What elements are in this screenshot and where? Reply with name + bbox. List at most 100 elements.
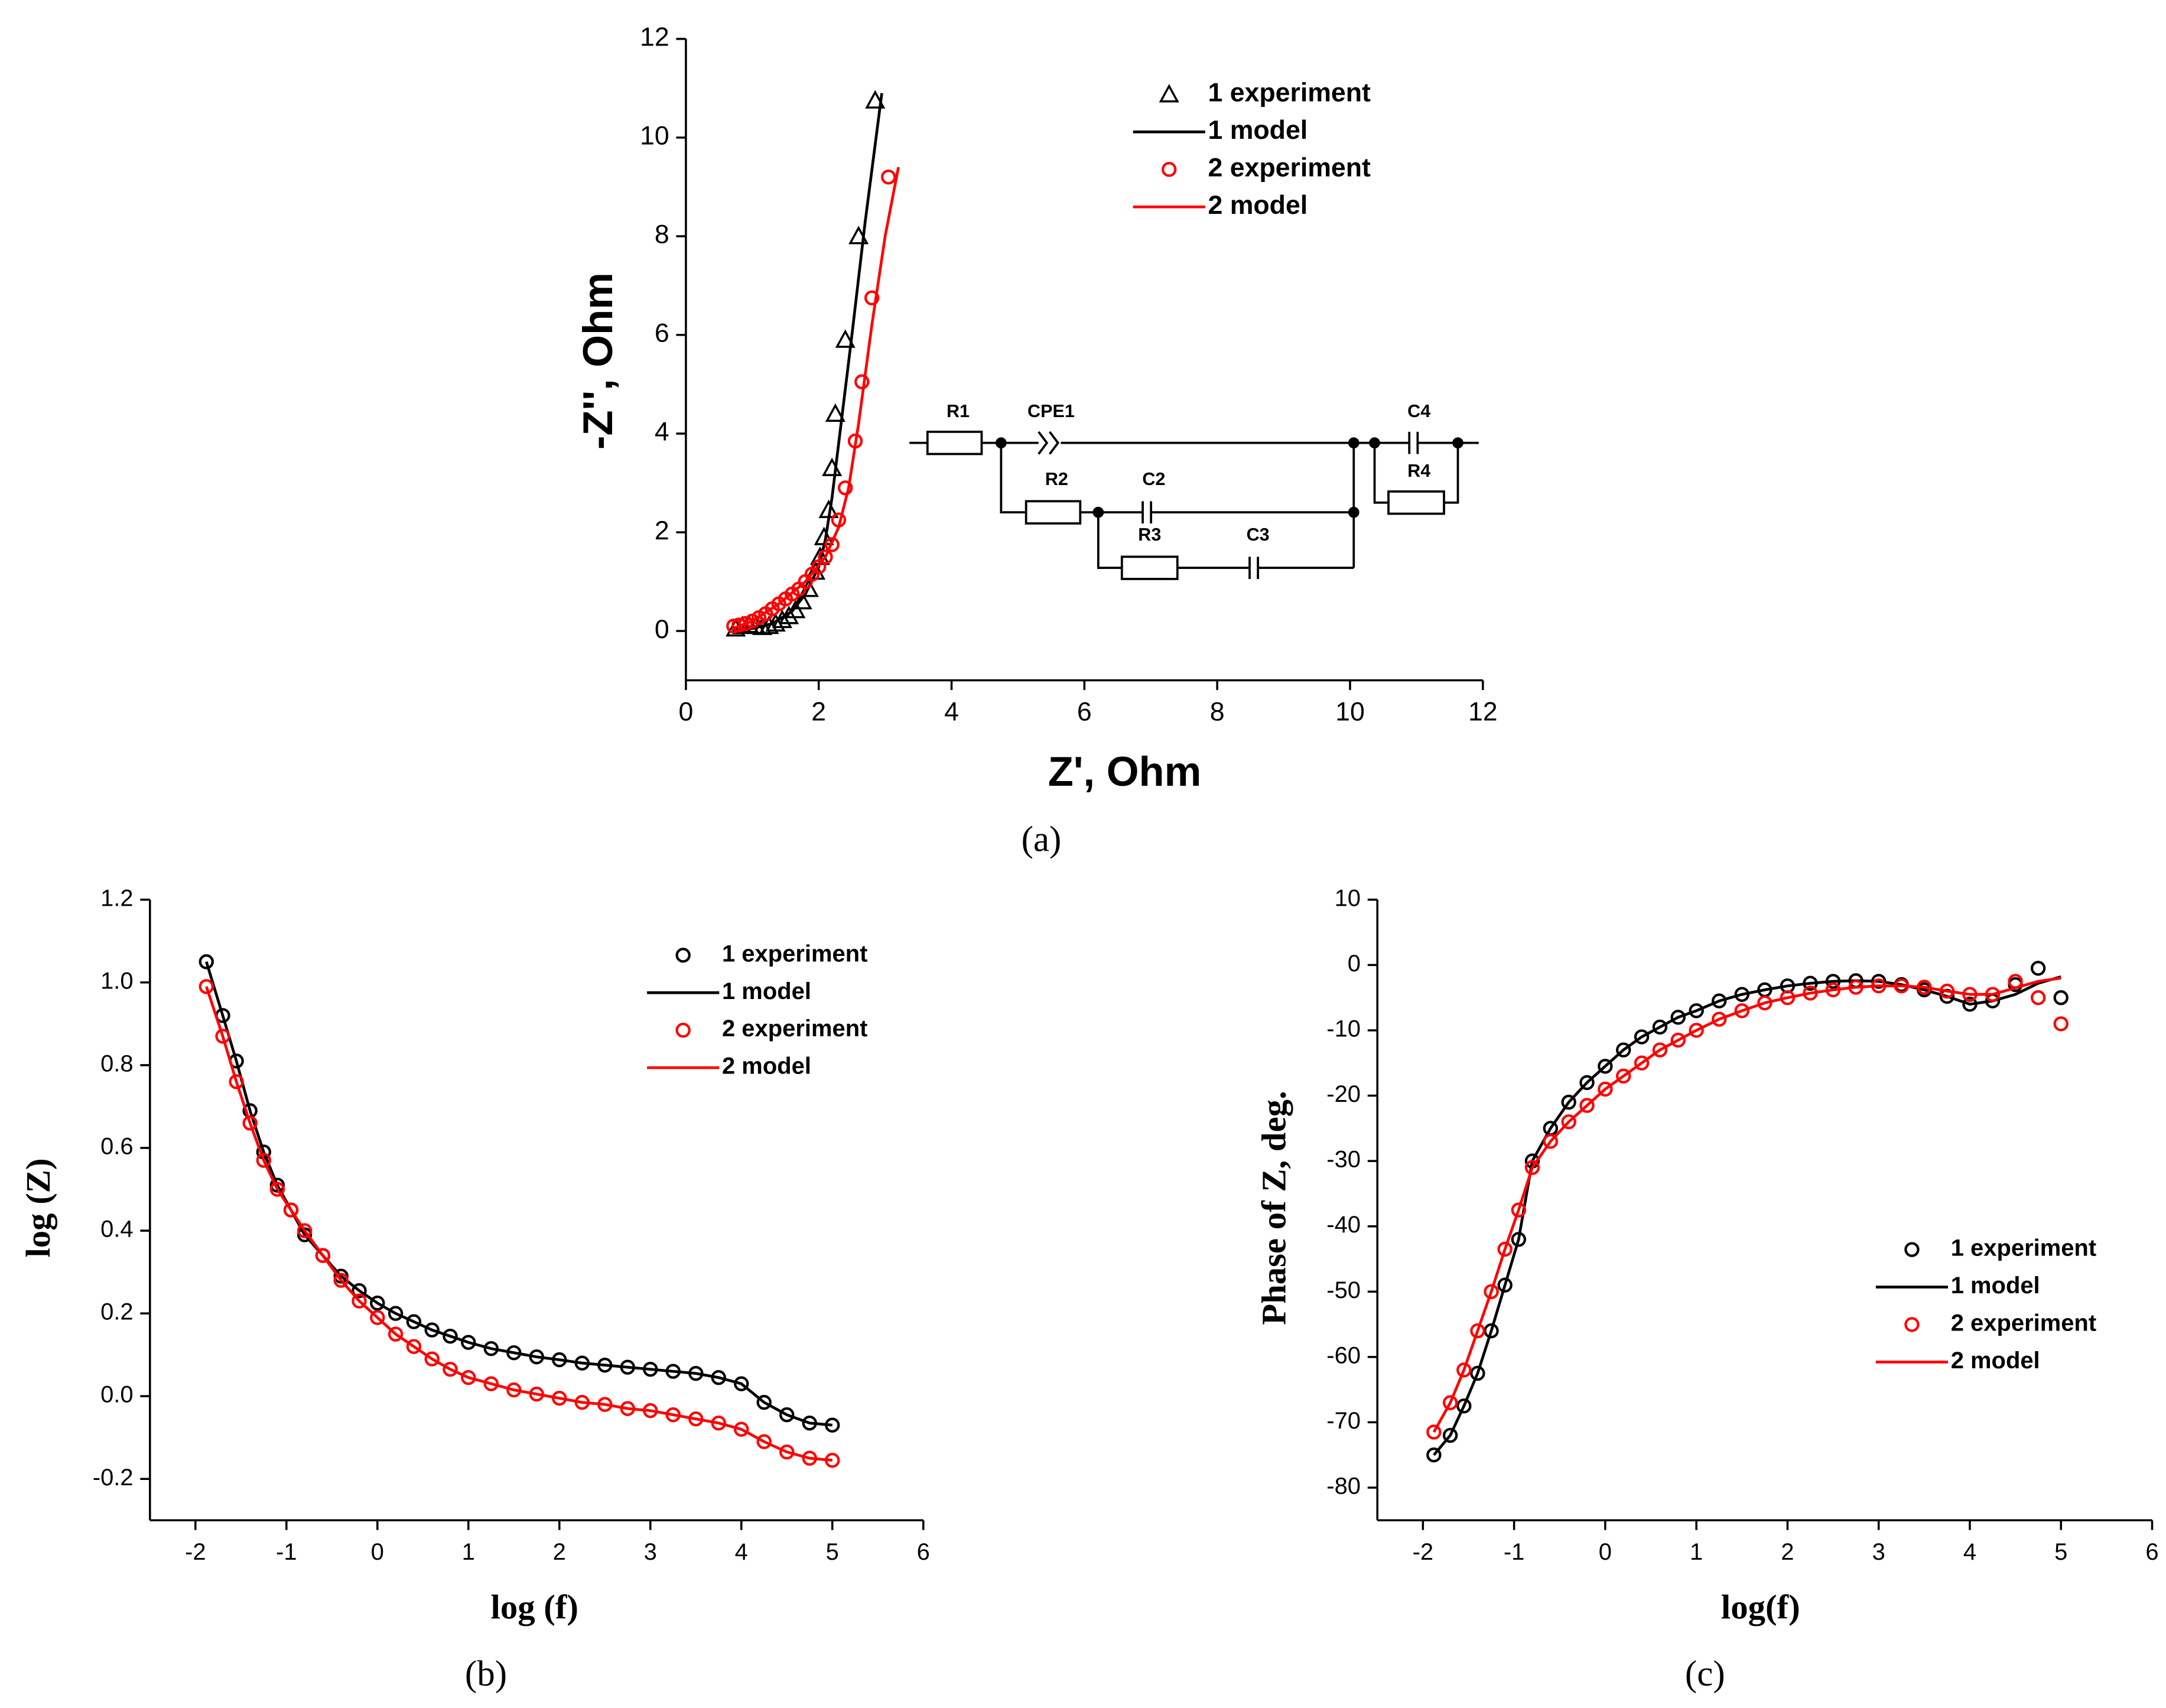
x-tick-label: -2 xyxy=(185,1539,206,1565)
chart: 0 2 4 6 8 10 12 0 2 4 6 8 10 12 Z', Ohm -Z'', Ohm (a) 1 e… xyxy=(574,23,1497,860)
y-tick-label: 0.8 xyxy=(100,1050,134,1076)
circle-marker xyxy=(1470,1365,1485,1381)
circle-marker xyxy=(388,1306,404,1321)
circle-marker xyxy=(242,1115,258,1131)
circle-marker xyxy=(443,1361,458,1377)
circuit-label: R1 xyxy=(947,401,970,421)
circle-marker xyxy=(1579,1075,1595,1091)
x-tick-label: -1 xyxy=(1504,1539,1525,1565)
circle-marker xyxy=(2053,990,2069,1006)
y-tick-label: -0.2 xyxy=(93,1465,134,1491)
legend-label: 1 experiment xyxy=(722,941,867,967)
model-line xyxy=(1432,977,2061,1433)
x-tick-label: -1 xyxy=(276,1539,297,1565)
circle-marker xyxy=(483,1376,499,1391)
circle-marker xyxy=(461,1335,476,1350)
circuit-label: C4 xyxy=(1407,401,1430,421)
circle-marker xyxy=(1497,1241,1513,1257)
legend-label: 1 experiment xyxy=(1208,79,1371,108)
circle-marker xyxy=(1734,1003,1749,1019)
y-tick-label: -60 xyxy=(1326,1342,1361,1368)
circuit-label: CPE1 xyxy=(1027,401,1075,421)
legend-label: 1 model xyxy=(722,978,811,1004)
circle-marker xyxy=(881,169,896,185)
circle-marker xyxy=(199,954,214,970)
circle-marker xyxy=(675,1023,691,1038)
chart: -2 -1 0 1 2 3 4 5 6-80-70-60-50-40-30-20-10010lo… xyxy=(1254,885,2158,1693)
y-tick-label: -30 xyxy=(1326,1147,1361,1173)
resistor xyxy=(926,430,983,456)
circle-marker xyxy=(2030,990,2046,1006)
y-tick-label: -10 xyxy=(1326,1016,1361,1042)
circuit-diagram: R1 CPE1 R2 C2 R3 C3 C4 R4 xyxy=(909,401,1479,580)
y-tick-label: -50 xyxy=(1326,1277,1361,1303)
circuit-label: R3 xyxy=(1138,525,1161,545)
x-tick-label: 0 xyxy=(371,1539,384,1565)
wire xyxy=(1097,512,1354,570)
circle-marker xyxy=(1689,1003,1704,1019)
circle-marker xyxy=(1470,1323,1485,1339)
y-axis-label: Phase of Z, deg. xyxy=(1254,1091,1293,1325)
circle-marker xyxy=(1426,1424,1442,1440)
y-axis-label: -Z'', Ohm xyxy=(574,272,621,450)
chart: -2 -1 0 1 2 3 4 5 6 -0.2 0.0 0.2 0.4 0.6 0.8 1.0 1.2 log … xyxy=(19,885,930,1693)
circle-marker xyxy=(406,1314,422,1329)
x-tick-label: 4 xyxy=(944,698,959,727)
wire xyxy=(1000,443,1355,568)
x-axis-label: Z', Ohm xyxy=(1048,748,1202,795)
circle-marker xyxy=(756,1434,772,1449)
node xyxy=(1452,437,1463,449)
node xyxy=(1369,437,1380,449)
x-tick-label: 5 xyxy=(2054,1539,2067,1565)
legend-label: 2 experiment xyxy=(1951,1310,2096,1336)
circle-marker xyxy=(283,1202,299,1218)
y-tick-label: 4 xyxy=(655,418,669,447)
circle-marker xyxy=(1689,1023,1704,1038)
x-tick-label: 2 xyxy=(553,1539,566,1565)
capacitor xyxy=(1248,557,1259,579)
resistor xyxy=(1025,500,1082,525)
x-axis-label: log (f) xyxy=(491,1587,578,1626)
y-tick-label: 0 xyxy=(1348,951,1361,977)
circuit-label: R2 xyxy=(1045,469,1068,489)
y-axis-label: log (Z) xyxy=(19,1158,57,1257)
y-tick-label: 12 xyxy=(640,23,669,52)
circle-marker xyxy=(1757,995,1773,1011)
circle-marker xyxy=(818,549,833,565)
caption: (a) xyxy=(1022,819,1062,859)
circle-marker xyxy=(1484,1284,1499,1299)
node xyxy=(1348,437,1360,449)
y-tick-label: 0.2 xyxy=(100,1299,134,1325)
legend-label: 2 model xyxy=(722,1053,811,1079)
x-tick-label: 6 xyxy=(917,1539,930,1565)
x-tick-label: -2 xyxy=(1413,1539,1434,1565)
legend-label: 2 experiment xyxy=(722,1016,867,1042)
circle-marker xyxy=(443,1328,458,1344)
circle-marker xyxy=(779,1407,795,1423)
x-tick-label: 5 xyxy=(826,1539,839,1565)
circuit-label: C3 xyxy=(1247,525,1270,545)
circle-marker xyxy=(1456,1362,1472,1378)
caption: (b) xyxy=(465,1654,507,1694)
circle-marker xyxy=(370,1310,385,1325)
circle-marker xyxy=(297,1223,313,1238)
x-tick-label: 6 xyxy=(2145,1539,2158,1565)
x-tick-label: 3 xyxy=(644,1539,657,1565)
circle-marker xyxy=(1712,993,1727,1008)
y-tick-label: -70 xyxy=(1326,1408,1361,1434)
x-tick-label: 2 xyxy=(1781,1539,1794,1565)
x-tick-label: 0 xyxy=(1599,1539,1612,1565)
triangle-marker xyxy=(825,403,845,422)
y-tick-label: -20 xyxy=(1326,1081,1361,1107)
circle-marker xyxy=(256,1153,271,1168)
circle-marker xyxy=(1524,1160,1540,1175)
y-tick-label: 0.6 xyxy=(100,1134,134,1160)
circle-marker xyxy=(1616,1068,1631,1084)
x-tick-label: 3 xyxy=(1872,1539,1885,1565)
x-tick-label: 2 xyxy=(811,698,826,727)
capacitor xyxy=(1408,431,1419,454)
circle-marker xyxy=(756,1394,772,1410)
node xyxy=(995,437,1007,449)
